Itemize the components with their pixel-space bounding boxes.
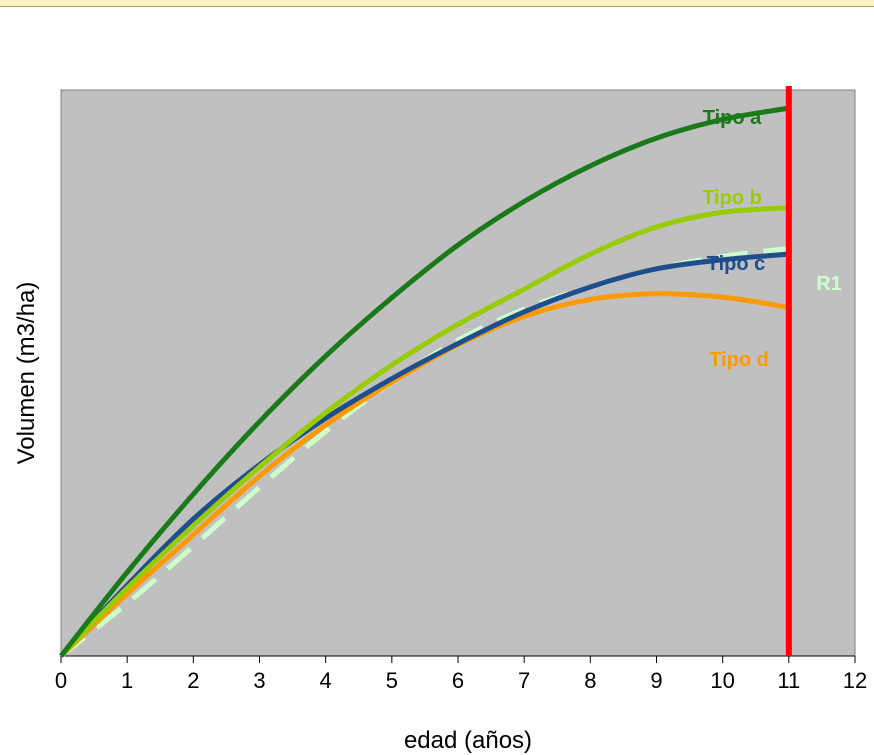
x-axis-title: edad (años) [404, 727, 532, 754]
x-axis: 0 1 2 3 4 5 6 7 8 9 10 11 12 [55, 655, 867, 693]
x-tick-label: 7 [518, 668, 530, 693]
series-label-tipo-b: Tipo b [702, 187, 762, 209]
y-axis-title: Volumen (m3/ha) [13, 282, 40, 465]
series-group [59, 105, 790, 658]
series-line-tipo-a [59, 105, 790, 658]
series-label-r1: R1 [816, 273, 842, 295]
x-tick-label: 9 [650, 668, 662, 693]
series-label-tipo-d: Tipo d [709, 349, 769, 371]
x-tick-label: 1 [121, 668, 133, 693]
x-tick-label: 2 [187, 668, 199, 693]
x-tick-label: 3 [253, 668, 265, 693]
series-line-tipo-b [59, 205, 790, 658]
x-tick-label: 0 [55, 668, 67, 693]
series-label-tipo-c: Tipo c [707, 253, 766, 275]
plot-area [60, 89, 856, 657]
x-tick-label: 12 [843, 668, 867, 693]
series-line-tipo-c [59, 251, 790, 658]
x-tick-label: 11 [777, 668, 800, 693]
series-label-tipo-a: Tipo a [703, 107, 762, 129]
x-tick-label: 5 [386, 668, 398, 693]
x-tick-label: 10 [710, 668, 734, 693]
top-band [0, 0, 874, 7]
series-labels: Tipo a Tipo b Tipo c R1 Tipo d [702, 107, 842, 371]
x-tick-label: 4 [320, 668, 332, 693]
x-tick-label: 6 [452, 668, 464, 693]
x-tick-label: 8 [584, 668, 596, 693]
